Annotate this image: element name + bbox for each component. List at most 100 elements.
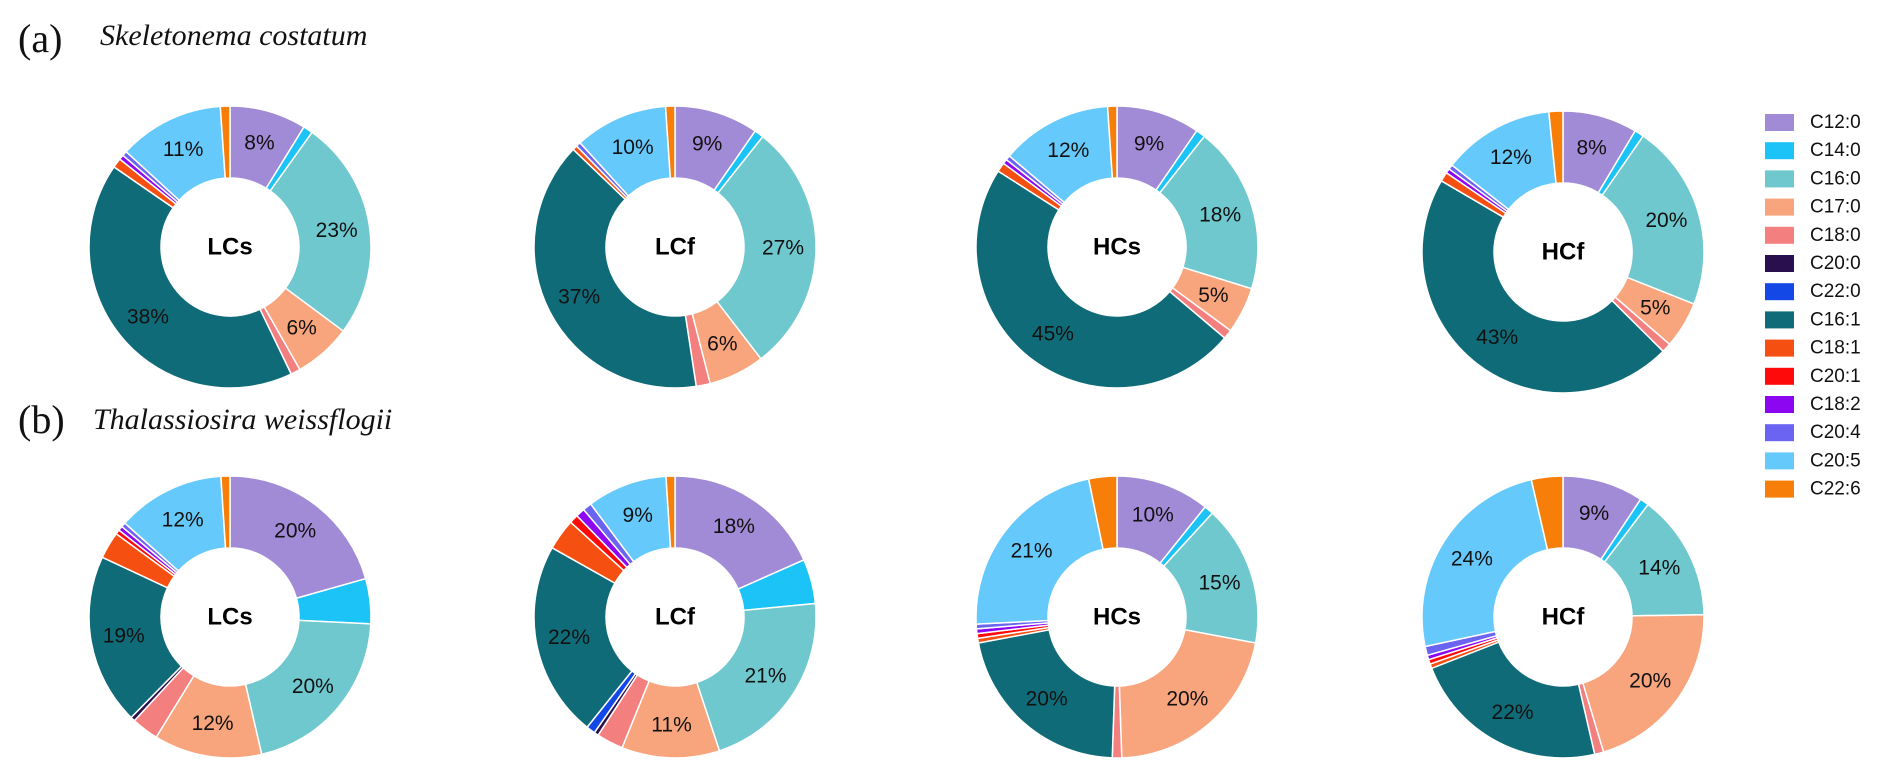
legend-swatch (1765, 198, 1794, 216)
slice-percent-label: 20% (1629, 669, 1671, 692)
slice-c16-0 (1158, 135, 1259, 290)
slice-percent-label: 20% (292, 675, 334, 698)
legend-label: C16:1 (1810, 309, 1861, 330)
legend-swatch (1765, 283, 1794, 301)
legend-item-c20-5: C20:5 (1765, 450, 1861, 471)
slice-c16-0 (715, 135, 817, 360)
slice-c22-6 (219, 105, 231, 179)
donut-center-label: HCf (1542, 604, 1586, 631)
legend-item-c18-0: C18:0 (1765, 225, 1861, 246)
legend-label: C18:0 (1810, 225, 1861, 246)
slice-percent-label: 11% (163, 138, 203, 161)
slice-percent-label: 6% (286, 316, 316, 339)
slice-percent-label: 9% (692, 132, 722, 155)
legend-label: C14:0 (1810, 140, 1861, 161)
legend-swatch (1765, 452, 1794, 470)
legend-swatch (1765, 367, 1794, 385)
slice-percent-label: 12% (1047, 139, 1089, 162)
slice-percent-label: 8% (1577, 136, 1607, 159)
legend-label: C16:0 (1810, 168, 1861, 189)
slice-c16-0 (244, 619, 372, 756)
donut-b-lcs: 20% 20% 12% 19% 12% LCs (88, 475, 372, 759)
slice-percent-label: 8% (244, 132, 274, 155)
slice-percent-label: 20% (1645, 209, 1687, 232)
slice-c16-1 (533, 148, 698, 389)
legend-swatch (1765, 480, 1794, 498)
slice-c16-1 (977, 628, 1116, 759)
slice-percent-label: 20% (274, 519, 316, 542)
legend-item-c22-0: C22:0 (1765, 281, 1861, 302)
slice-c17-0 (1581, 613, 1705, 753)
slice-percent-label: 43% (1476, 326, 1518, 349)
slice-percent-label: 9% (623, 504, 653, 527)
legend-swatch (1765, 142, 1794, 160)
legend-label: C18:2 (1810, 394, 1861, 415)
slice-percent-label: 18% (713, 515, 755, 538)
legend-item-c20-1: C20:1 (1765, 366, 1861, 387)
donut-charts: 8% 23% 6% 38% 11% LCs 9% 27% 6% 37% 10% LCf 9% 18% 5% 4… (88, 105, 1705, 759)
legend-item-c16-1: C16:1 (1765, 309, 1861, 330)
donut-center-label: LCs (207, 604, 252, 631)
legend-swatch (1765, 339, 1794, 357)
slice-percent-label: 15% (1198, 571, 1240, 594)
panel-b-species: Thalassiosira weissflogii (93, 403, 392, 436)
slice-percent-label: 27% (762, 236, 804, 259)
slice-percent-label: 12% (192, 712, 234, 735)
legend-label: C12:0 (1810, 112, 1861, 133)
legend-item-c22-6: C22:6 (1765, 479, 1861, 500)
donut-center-label: LCf (655, 234, 696, 261)
slice-c22-6 (664, 105, 676, 179)
donut-a-hcf: 8% 20% 5% 43% 12% HCf (1421, 110, 1705, 394)
donut-center-label: HCs (1093, 234, 1141, 261)
legend-swatch (1765, 114, 1794, 131)
slice-percent-label: 9% (1579, 502, 1609, 525)
slice-c16-0 (695, 602, 817, 752)
legend-label: C22:6 (1810, 479, 1861, 500)
slice-percent-label: 12% (1490, 146, 1532, 169)
slice-c16-0 (1601, 134, 1705, 306)
legend-swatch (1765, 226, 1794, 244)
slice-percent-label: 20% (1026, 687, 1068, 710)
donut-a-lcs: 8% 23% 6% 38% 11% LCs (88, 105, 372, 389)
donut-center-label: LCs (207, 234, 252, 261)
donut-b-lcf: 18% 21% 11% 22% 9% LCf (533, 475, 817, 759)
slice-c12-0 (229, 475, 367, 600)
slice-c16-1 (1421, 179, 1665, 394)
slice-percent-label: 24% (1451, 548, 1493, 571)
slice-c22-6 (1087, 475, 1118, 551)
slice-c16-1 (88, 556, 183, 719)
legend-item-c18-2: C18:2 (1765, 394, 1861, 415)
slice-c22-6 (1547, 110, 1564, 185)
slice-percent-label: 12% (162, 508, 204, 531)
donut-center-label: HCf (1542, 239, 1586, 266)
slice-percent-label: 23% (316, 219, 358, 242)
slice-percent-label: 20% (1166, 687, 1208, 710)
slice-c20-5 (975, 477, 1104, 625)
slice-c22-6 (1106, 105, 1118, 179)
slice-c16-1 (88, 165, 293, 389)
slice-percent-label: 21% (744, 664, 786, 687)
donut-a-hcs: 9% 18% 5% 45% 12% HCs (975, 105, 1259, 389)
slice-percent-label: 22% (548, 626, 590, 649)
donut-center-label: LCf (655, 604, 696, 631)
slice-c16-1 (1430, 641, 1596, 759)
slice-c16-1 (975, 170, 1226, 389)
legend-item-c16-0: C16:0 (1765, 168, 1861, 189)
legend-label: C18:1 (1810, 338, 1861, 359)
slice-percent-label: 5% (1198, 284, 1228, 307)
legend-label: C20:5 (1810, 450, 1861, 471)
slice-c17-0 (1118, 628, 1257, 759)
legend-item-c20-4: C20:4 (1765, 422, 1861, 443)
legend-swatch (1765, 255, 1794, 272)
slice-c22-6 (1530, 475, 1564, 551)
legend-item-c18-1: C18:1 (1765, 338, 1861, 359)
slice-percent-label: 11% (651, 713, 691, 736)
slice-percent-label: 10% (612, 136, 654, 159)
slice-c16-1 (533, 546, 634, 729)
panel-b-label: (b) (18, 397, 65, 442)
slice-percent-label: 5% (1640, 297, 1670, 320)
donut-b-hcs: 10% 15% 20% 20% 21% HCs (975, 475, 1259, 759)
slice-percent-label: 10% (1132, 504, 1174, 527)
slice-c12-0 (674, 475, 805, 591)
